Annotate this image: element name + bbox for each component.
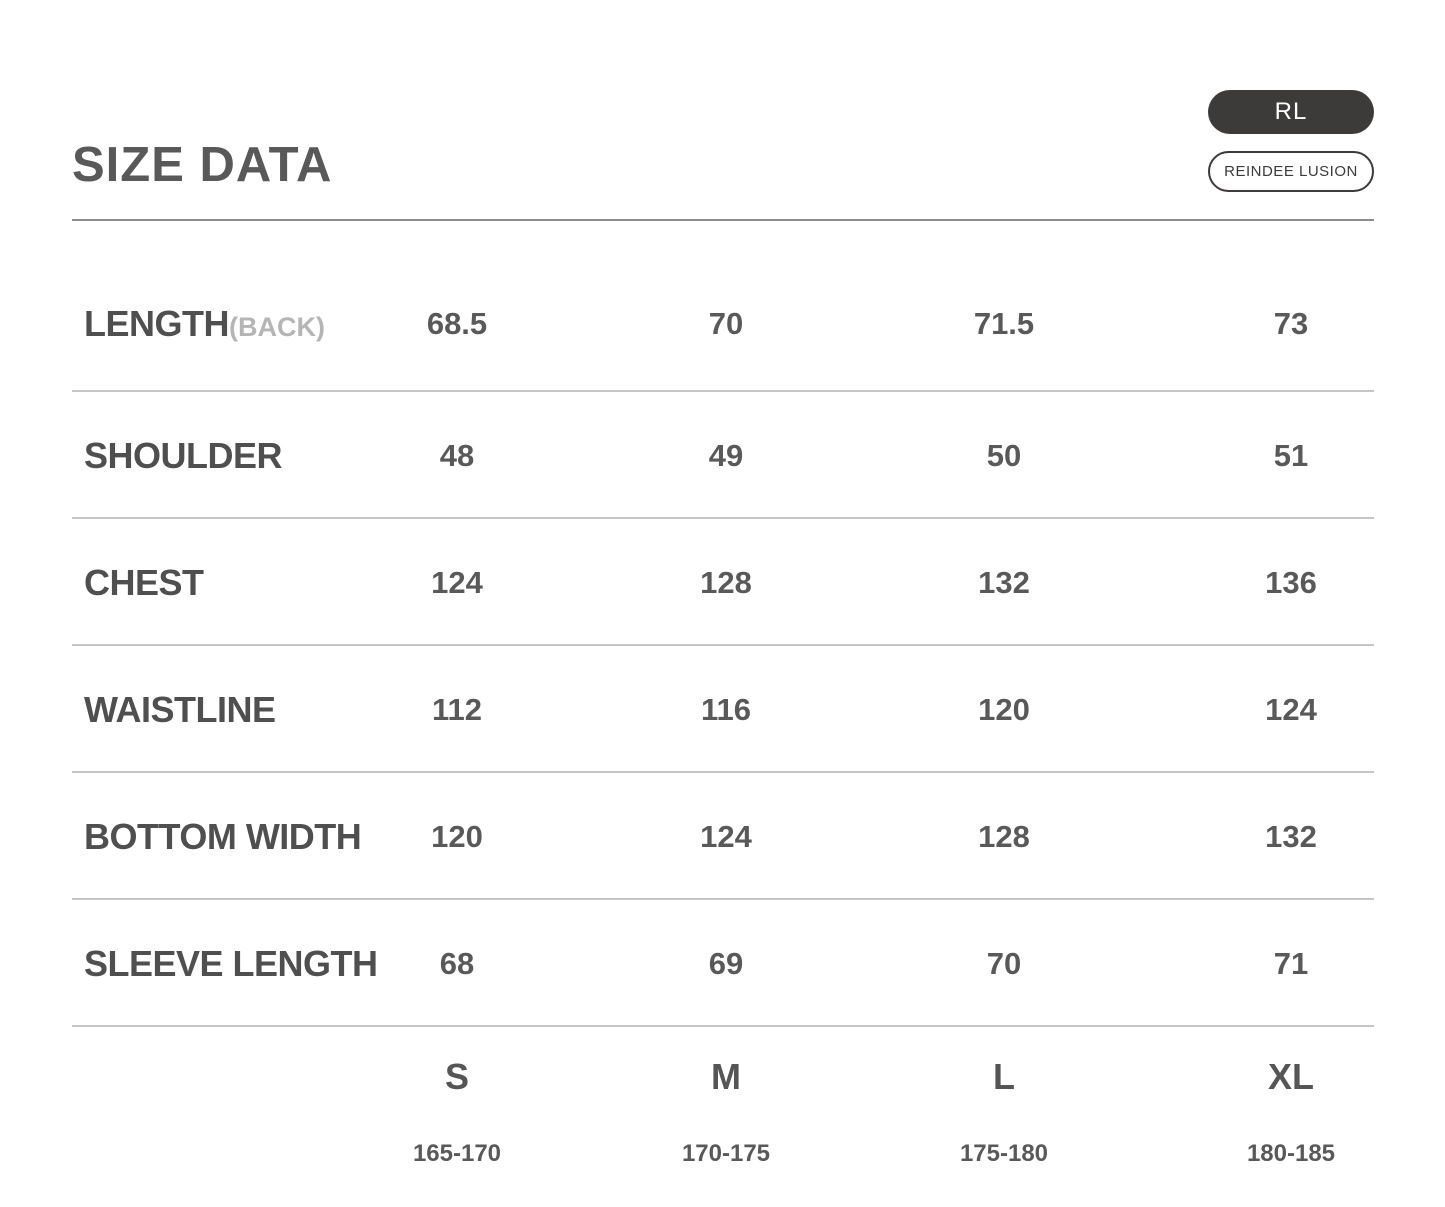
row-label-text: LENGTH xyxy=(84,302,230,344)
row-label: LENGTH(BACK) xyxy=(72,302,325,345)
size-label-m: M xyxy=(711,1056,741,1097)
table-row-length: LENGTH(BACK) 68.5 70 71.5 73 xyxy=(72,221,1445,392)
row-label-text: SLEEVE LENGTH xyxy=(84,942,378,984)
header-divider xyxy=(72,219,1374,221)
brand-badges: RL REINDEE LUSION xyxy=(1208,90,1374,192)
row-label-suffix: (BACK) xyxy=(229,311,325,342)
value-cell: 51 xyxy=(1273,437,1309,473)
size-table: LENGTH(BACK) 68.5 70 71.5 73 SHOULDER 48… xyxy=(72,221,1445,1175)
value-cell: 132 xyxy=(978,564,1030,600)
height-range-xl: 180-185 xyxy=(1246,1140,1336,1167)
value-cell: 116 xyxy=(700,691,751,727)
row-label-text: SHOULDER xyxy=(84,434,283,476)
value-cell: 70 xyxy=(986,945,1022,981)
value-cell: 71 xyxy=(1273,945,1309,981)
value-cell: 120 xyxy=(431,818,483,854)
row-label: SLEEVE LENGTH xyxy=(72,943,378,985)
table-row-bottom-width: BOTTOM WIDTH 120 124 128 132 xyxy=(72,773,1445,900)
table-row-waistline: WAISTLINE 112 116 120 124 xyxy=(72,646,1445,773)
height-range-l: 175-180 xyxy=(959,1140,1049,1167)
value-cell: 124 xyxy=(431,564,483,600)
value-cell: 128 xyxy=(700,564,752,600)
row-label: BOTTOM WIDTH xyxy=(72,816,362,858)
row-label: SHOULDER xyxy=(72,435,322,477)
value-cell: 70 xyxy=(708,305,744,341)
value-cell: 132 xyxy=(1265,818,1317,854)
row-label-text: BOTTOM WIDTH xyxy=(84,815,362,857)
row-label-text: CHEST xyxy=(84,561,204,603)
row-label: WAISTLINE xyxy=(72,689,322,731)
table-row-shoulder: SHOULDER 48 49 50 51 xyxy=(72,392,1445,519)
value-cell: 71.5 xyxy=(973,305,1035,341)
value-cell: 48 xyxy=(439,437,475,473)
value-cell: 124 xyxy=(700,818,752,854)
page-header: SIZE DATA RL REINDEE LUSION xyxy=(72,90,1374,192)
size-header-row: S M L XL xyxy=(72,1041,1445,1113)
height-range-row: 165-170 170-175 175-180 180-185 xyxy=(72,1133,1445,1175)
size-label-l: L xyxy=(993,1056,1015,1097)
brand-badge-rl: RL xyxy=(1208,90,1374,134)
value-cell: 112 xyxy=(431,691,482,727)
value-cell: 69 xyxy=(708,945,744,981)
size-label-s: S xyxy=(444,1056,469,1097)
value-cell: 68.5 xyxy=(426,305,488,341)
value-cell: 124 xyxy=(1265,691,1317,727)
row-label: CHEST xyxy=(72,562,322,604)
value-cell: 73 xyxy=(1273,305,1309,341)
height-range-s: 165-170 xyxy=(412,1140,502,1167)
height-range-m: 170-175 xyxy=(681,1140,771,1167)
value-cell: 49 xyxy=(708,437,744,473)
value-cell: 68 xyxy=(439,945,475,981)
value-cell: 136 xyxy=(1265,564,1317,600)
size-label-xl: XL xyxy=(1267,1056,1314,1097)
value-cell: 50 xyxy=(986,437,1022,473)
table-row-sleeve-length: SLEEVE LENGTH 68 69 70 71 xyxy=(72,900,1445,1027)
page-title: SIZE DATA xyxy=(72,138,333,192)
table-row-chest: CHEST 124 128 132 136 xyxy=(72,519,1445,646)
value-cell: 128 xyxy=(978,818,1030,854)
brand-badge-name: REINDEE LUSION xyxy=(1208,151,1374,192)
row-label-text: WAISTLINE xyxy=(84,688,276,730)
value-cell: 120 xyxy=(978,691,1030,727)
